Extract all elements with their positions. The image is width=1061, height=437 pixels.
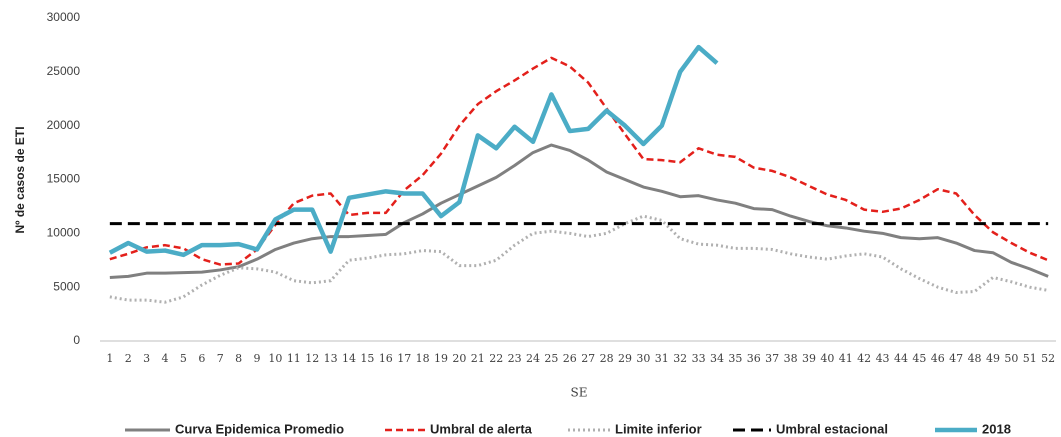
- x-tick-label: 48: [968, 352, 982, 365]
- x-tick-label: 35: [728, 352, 742, 365]
- x-tick-label: 49: [986, 352, 1000, 365]
- x-tick-label: 38: [784, 352, 798, 365]
- x-tick-label: 40: [820, 352, 834, 365]
- x-tick-label: 41: [839, 352, 853, 365]
- x-tick-label: 37: [765, 352, 779, 365]
- x-tick-label: 4: [162, 352, 169, 365]
- x-tick-label: 17: [397, 352, 411, 365]
- x-tick-label: 7: [217, 352, 224, 365]
- y-tick-label: 25000: [47, 64, 81, 78]
- x-tick-label: 36: [747, 352, 761, 365]
- x-tick-label: 12: [305, 352, 319, 365]
- x-tick-label: 11: [287, 352, 301, 365]
- x-tick-label: 33: [692, 352, 706, 365]
- x-tick-label: 19: [434, 352, 448, 365]
- y-tick-label: 5000: [53, 279, 80, 293]
- x-axis-label: SE: [571, 386, 588, 400]
- x-tick-label: 18: [416, 352, 430, 365]
- x-tick-label: 46: [931, 352, 945, 365]
- x-tick-label: 27: [581, 352, 595, 365]
- legend-label: Umbral de alerta: [430, 421, 533, 436]
- x-tick-label: 51: [1023, 352, 1037, 365]
- x-tick-label: 28: [600, 352, 614, 365]
- y-tick-label: 0: [73, 333, 80, 347]
- x-tick-label: 9: [254, 352, 261, 365]
- x-tick-label: 26: [563, 352, 577, 365]
- x-tick-label: 52: [1041, 352, 1055, 365]
- series-line: [109, 143, 1049, 279]
- x-tick-label: 20: [452, 352, 466, 365]
- legend-label: 2018: [982, 421, 1011, 436]
- x-tick-label: 16: [379, 352, 393, 365]
- series-line: [109, 56, 1049, 266]
- x-tick-label: 23: [508, 352, 522, 365]
- x-tick-label: 1: [106, 352, 113, 365]
- x-tick-label: 21: [471, 352, 485, 365]
- x-tick-label: 31: [655, 352, 669, 365]
- x-tick-label: 14: [342, 352, 356, 365]
- x-tick-label: 32: [673, 352, 687, 365]
- x-tick-label: 34: [710, 352, 724, 365]
- y-tick-label: 20000: [47, 118, 81, 132]
- x-tick-label: 25: [544, 352, 558, 365]
- x-tick-label: 13: [324, 352, 338, 365]
- x-tick-label: 45: [912, 352, 926, 365]
- x-tick-label: 22: [489, 352, 503, 365]
- x-tick-label: 43: [876, 352, 890, 365]
- legend-label: Curva Epidemica Promedio: [175, 421, 344, 436]
- x-tick-label: 42: [857, 352, 871, 365]
- x-tick-label: 29: [618, 352, 632, 365]
- legend-label: Umbral estacional: [776, 421, 888, 436]
- x-tick-label: 30: [636, 352, 650, 365]
- x-tick-label: 15: [360, 352, 374, 365]
- series-line: [109, 214, 1049, 304]
- y-tick-label: 10000: [47, 226, 81, 240]
- x-tick-label: 8: [235, 352, 242, 365]
- y-tick-label: 15000: [47, 172, 81, 186]
- x-tick-label: 2: [125, 352, 132, 365]
- x-tick-label: 39: [802, 352, 816, 365]
- x-tick-label: 10: [268, 352, 282, 365]
- x-tick-label: 6: [198, 352, 205, 365]
- y-tick-label: 30000: [47, 10, 81, 24]
- x-tick-label: 47: [949, 352, 963, 365]
- x-tick-label: 3: [143, 352, 150, 365]
- x-tick-label: 5: [180, 352, 187, 365]
- y-axis-label: Nº de casos de ETI: [13, 126, 27, 233]
- x-tick-label: 50: [1004, 352, 1018, 365]
- series-line: [108, 44, 719, 258]
- x-tick-label: 24: [526, 352, 540, 365]
- legend-label: Limite inferior: [615, 421, 702, 436]
- x-tick-label: 44: [894, 352, 908, 365]
